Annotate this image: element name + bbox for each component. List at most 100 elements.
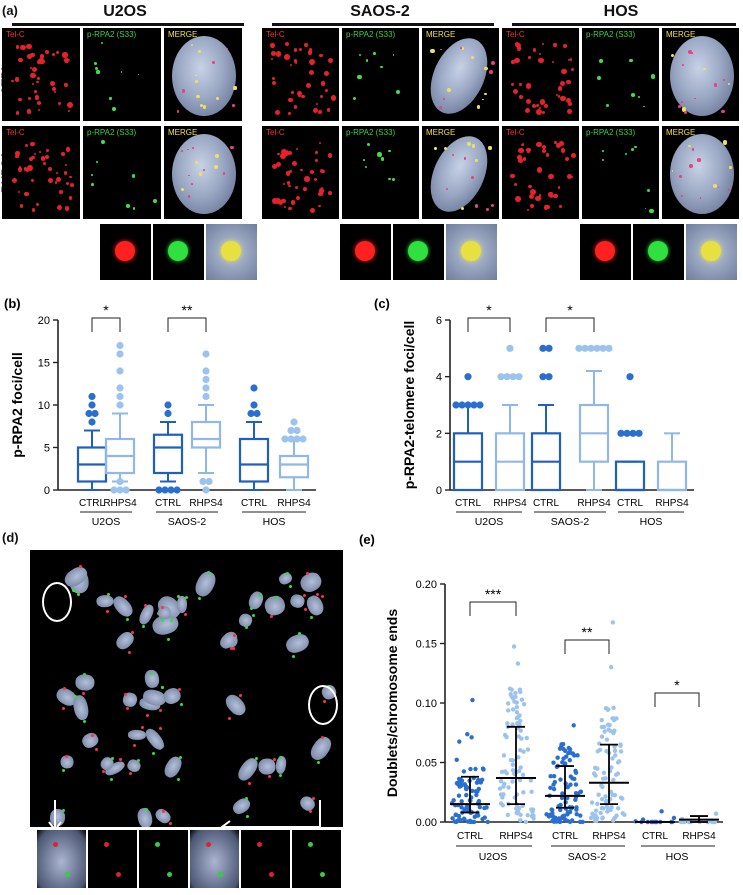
nucleus (172, 36, 236, 116)
focus-dot (541, 149, 546, 154)
focus-dot (691, 52, 693, 54)
data-point (551, 786, 557, 792)
focus-dot (199, 103, 203, 107)
telomere-signal (124, 693, 128, 697)
panel-letter: (c) (374, 296, 390, 311)
data-point (515, 811, 520, 816)
focus-dot (288, 97, 294, 103)
focus-dot (557, 86, 563, 91)
data-point (551, 773, 557, 779)
focus-dot (176, 110, 180, 113)
chromosome-inset (139, 830, 188, 888)
focus-dot (202, 169, 205, 172)
outlier-point (464, 401, 472, 409)
telomere-signal (169, 618, 173, 622)
inset-zoom (153, 224, 204, 280)
data-point (484, 805, 489, 810)
y-axis-label: Doublets/chromosome ends (384, 609, 400, 797)
data-point (598, 810, 603, 816)
focus-dot (373, 52, 377, 56)
focus-dot (644, 207, 647, 210)
data-point (498, 778, 504, 784)
telomere-signal (106, 593, 110, 597)
focus-dot (541, 42, 545, 46)
focus-dot (722, 140, 728, 145)
focus-dot (272, 198, 278, 205)
outlier-point (587, 344, 595, 352)
category-label: CTRL (457, 831, 484, 842)
focus-dot (319, 188, 325, 194)
data-point (510, 762, 516, 767)
focus-dot (230, 146, 234, 150)
focus-dot (67, 102, 74, 109)
category-label: RHPS4 (577, 498, 611, 509)
focus-dot (56, 51, 59, 55)
focus-dot (541, 145, 546, 150)
outlier-point (509, 373, 517, 381)
focus-dot (37, 60, 42, 65)
outlier-point (515, 373, 523, 381)
focus-dot (198, 172, 203, 176)
focus-dot (304, 176, 310, 182)
box (152, 433, 184, 475)
focus-dot (15, 151, 20, 156)
focus-dot (187, 174, 190, 177)
connector-arrow (220, 800, 321, 834)
y-axis-label: p-RPA2-telomere foci/cell (401, 321, 417, 490)
focus-dot (317, 191, 323, 197)
focus-dot (510, 82, 515, 87)
focus-dot (64, 83, 68, 87)
focus-dot (535, 195, 541, 202)
focus-dot (567, 173, 573, 179)
data-point (575, 753, 580, 758)
data-point (590, 811, 595, 817)
outlier-point (167, 486, 175, 494)
data-point (681, 819, 687, 825)
focus-dot (15, 111, 20, 116)
data-point (613, 753, 618, 758)
focus-dot (519, 82, 522, 86)
focus-dot (19, 204, 24, 208)
category-label: RHPS4 (499, 831, 533, 842)
data-point (510, 768, 516, 773)
focus-dot (430, 48, 435, 54)
data-point (500, 795, 505, 800)
telomere-signal (62, 707, 66, 711)
focus-dot (20, 44, 26, 50)
telomere-signal (119, 757, 123, 761)
focus-dot (380, 156, 385, 161)
focus-dot (91, 174, 93, 176)
telomere-signal (309, 615, 313, 619)
focus-dot (552, 61, 555, 64)
outlier-point (91, 409, 99, 418)
data-point (508, 691, 513, 697)
focus-dot (46, 149, 50, 153)
focus-dot (459, 46, 463, 49)
outlier-point (281, 435, 289, 443)
chromosome (110, 593, 136, 620)
significance-bracket (467, 317, 511, 332)
focus-dot (55, 171, 59, 175)
focus-dot (49, 80, 55, 86)
focus-dot (233, 86, 237, 90)
data-point (597, 747, 603, 753)
data-point (620, 796, 625, 801)
highlight-ellipse (308, 685, 338, 725)
focus-dot (723, 78, 726, 81)
focus-dot (301, 95, 305, 99)
focus-dot (528, 184, 533, 189)
focus-dot (528, 56, 531, 59)
channel-label: Tel-C (6, 128, 25, 137)
channel-label: p-RPA2 (S33) (586, 30, 636, 39)
telomere-signal (63, 686, 66, 690)
outlier-point (116, 392, 124, 401)
inset-zoom (686, 224, 737, 280)
focus-dot (315, 159, 318, 162)
focus-dot (490, 204, 494, 208)
data-point (516, 755, 521, 760)
micrograph-merge: MERGE (164, 126, 242, 219)
focus-dot (280, 153, 287, 159)
focus-dot (679, 174, 683, 178)
data-point (554, 819, 559, 824)
focus-dot (152, 199, 157, 204)
